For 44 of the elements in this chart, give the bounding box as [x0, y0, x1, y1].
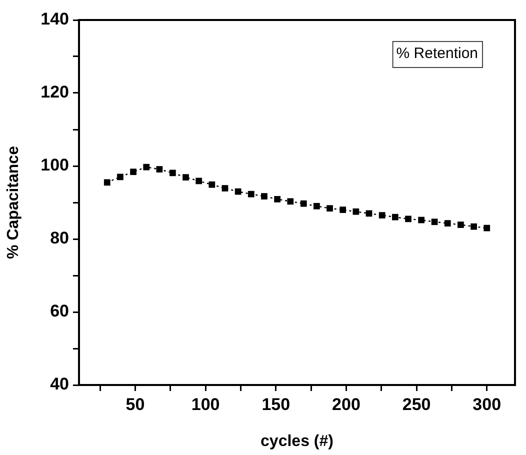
y-tick-label: 40 — [50, 374, 69, 394]
x-tick-label: 200 — [332, 394, 360, 414]
point — [196, 178, 202, 184]
x-tick-label: 50 — [126, 394, 145, 414]
point — [405, 216, 412, 222]
point — [326, 205, 333, 212]
point — [274, 196, 280, 202]
y-tick-label: 60 — [50, 302, 69, 321]
x-tick-label: 250 — [402, 394, 431, 414]
point — [392, 214, 398, 220]
point — [340, 206, 346, 213]
text: % Retention — [396, 45, 478, 62]
point — [484, 224, 490, 232]
point — [418, 216, 425, 224]
y-tick-label: 120 — [40, 82, 69, 102]
point — [104, 179, 110, 186]
point — [431, 218, 438, 226]
point — [182, 174, 189, 180]
y-axis-title: % Capacitance — [5, 146, 22, 259]
x-axis-title: cycles (#) — [260, 432, 334, 450]
y-tick-label: 140 — [40, 10, 69, 29]
point — [222, 185, 228, 192]
point — [130, 168, 136, 176]
point — [208, 181, 216, 188]
point — [287, 198, 294, 205]
point — [352, 208, 360, 215]
point — [470, 223, 477, 230]
point — [300, 200, 307, 207]
point — [444, 220, 451, 226]
point — [458, 222, 464, 228]
point — [248, 190, 254, 198]
y-tick-label: 100 — [40, 156, 69, 175]
y-tick-label: 80 — [50, 228, 69, 248]
x-tick-label: 100 — [191, 394, 220, 414]
x-tick-label: 150 — [262, 394, 290, 414]
x-tick-label: 300 — [472, 394, 502, 414]
point — [156, 166, 163, 172]
point — [261, 193, 268, 200]
point — [314, 202, 320, 210]
point — [143, 164, 150, 170]
point — [169, 170, 176, 176]
point — [234, 188, 242, 195]
point — [117, 174, 124, 180]
point — [378, 212, 386, 218]
